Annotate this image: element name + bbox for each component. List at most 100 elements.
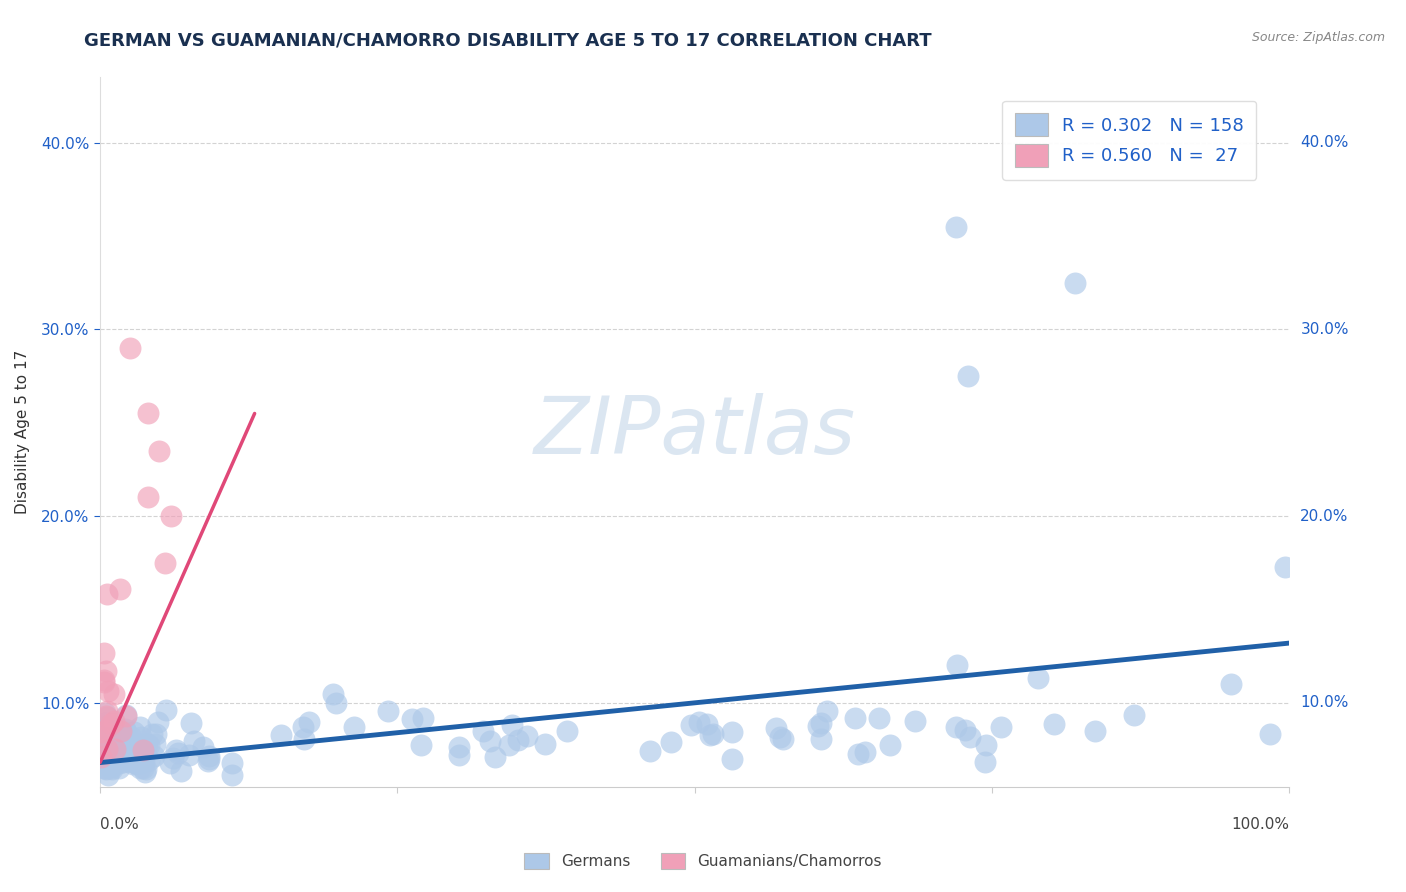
Point (122, 756, 145, 771)
Point (478, 734, 501, 748)
Point (197, 754, 219, 768)
Point (129, 756, 152, 771)
Point (114, 723, 136, 737)
Point (131, 730, 153, 744)
Point (128, 720, 150, 734)
Point (449, 740, 471, 755)
Point (97, 767, 120, 781)
Point (94, 748, 117, 763)
Point (815, 704, 838, 718)
Point (1122, 708, 1144, 723)
Point (1043, 716, 1066, 731)
Point (111, 755, 134, 769)
Point (107, 745, 129, 759)
Point (132, 743, 155, 757)
Point (377, 704, 399, 718)
Point (118, 737, 141, 751)
Point (412, 711, 434, 725)
Point (124, 756, 146, 770)
Point (121, 739, 143, 753)
Point (96, 586, 118, 600)
Point (974, 738, 997, 752)
Point (104, 742, 127, 756)
Point (120, 730, 142, 744)
Point (115, 709, 138, 723)
Point (191, 739, 214, 754)
Point (108, 749, 131, 764)
Point (94, 744, 117, 758)
Point (125, 756, 148, 771)
Point (94, 763, 117, 777)
Point (165, 743, 187, 757)
Point (93, 675, 115, 690)
Point (141, 726, 163, 740)
Point (146, 714, 169, 729)
Point (134, 747, 156, 762)
Point (101, 762, 124, 776)
Point (501, 717, 523, 731)
Point (96, 714, 118, 729)
Point (122, 751, 145, 765)
Point (322, 687, 344, 701)
Point (104, 724, 127, 739)
Point (110, 736, 132, 750)
Point (484, 750, 506, 764)
Point (868, 711, 890, 725)
Point (100, 717, 122, 731)
Point (768, 730, 790, 744)
Point (110, 723, 132, 738)
Point (945, 658, 967, 673)
Point (97, 748, 120, 763)
Point (343, 720, 366, 734)
Point (129, 738, 152, 752)
Point (132, 755, 155, 769)
Point (143, 737, 166, 751)
Point (122, 735, 145, 749)
Point (221, 768, 243, 782)
Point (879, 738, 901, 752)
Point (136, 491, 159, 505)
Point (93, 673, 115, 687)
Point (90, 745, 112, 759)
Point (1026, 672, 1049, 686)
Point (110, 748, 132, 763)
Point (180, 715, 202, 730)
Point (107, 760, 129, 774)
Point (136, 737, 159, 751)
Point (291, 720, 314, 734)
Point (111, 739, 134, 753)
Text: 20.0%: 20.0% (1301, 508, 1348, 524)
Point (411, 739, 433, 753)
Point (810, 716, 832, 731)
Point (94, 735, 117, 749)
Point (107, 746, 129, 760)
Point (183, 734, 205, 748)
Legend: Germans, Guamanians/Chamorros: Germans, Guamanians/Chamorros (517, 847, 889, 875)
Point (699, 728, 721, 742)
Point (101, 758, 124, 772)
Point (132, 752, 155, 766)
Point (110, 740, 132, 755)
Text: 10.0%: 10.0% (1301, 696, 1348, 710)
Point (498, 738, 520, 752)
Text: GERMAN VS GUAMANIAN/CHAMORRO DISABILITY AGE 5 TO 17 CORRELATION CHART: GERMAN VS GUAMANIAN/CHAMORRO DISABILITY … (84, 31, 932, 49)
Point (107, 737, 129, 751)
Point (292, 732, 315, 747)
Point (96, 741, 118, 756)
Point (103, 687, 125, 701)
Point (104, 750, 127, 764)
Point (129, 762, 152, 776)
Point (108, 582, 131, 597)
Point (100, 761, 122, 775)
Text: 0.0%: 0.0% (100, 817, 139, 832)
Point (115, 725, 138, 739)
Point (162, 751, 184, 765)
Point (765, 721, 787, 735)
Point (97, 684, 120, 698)
Point (117, 755, 139, 769)
Point (325, 696, 347, 710)
Point (138, 738, 160, 752)
Point (696, 717, 718, 731)
Point (298, 714, 321, 729)
Point (516, 729, 538, 743)
